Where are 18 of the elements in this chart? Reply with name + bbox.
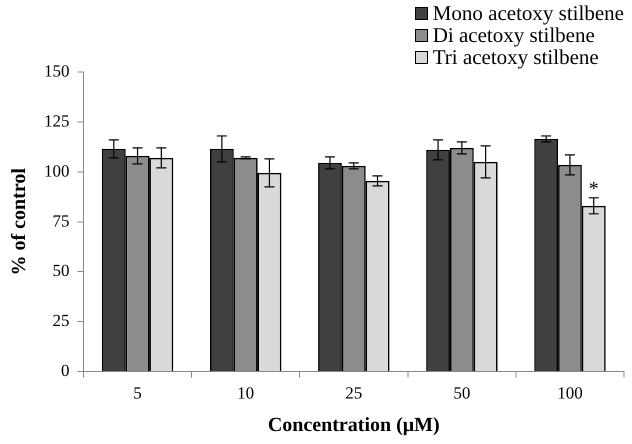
y-tick-label: 125 <box>44 111 70 130</box>
x-tick-label: 10 <box>237 383 254 402</box>
legend-label: Tri acetoxy stilbene <box>432 45 599 69</box>
y-tick-label: 100 <box>44 161 70 180</box>
x-tick-label: 5 <box>133 383 142 402</box>
x-tick-label: 100 <box>557 383 583 402</box>
y-axis-title: % of control <box>8 168 30 276</box>
x-tick-label: 25 <box>345 383 362 402</box>
x-tick-label: 50 <box>453 383 470 402</box>
y-tick-label: 50 <box>52 261 70 280</box>
y-tick-label: 75 <box>52 211 70 230</box>
legend-label: Mono acetoxy stilbene <box>432 1 624 25</box>
x-axis-title: Concentration (μM) <box>268 414 440 436</box>
y-tick-label: 25 <box>52 311 70 330</box>
annotation: * <box>588 178 599 200</box>
legend-label: Di acetoxy stilbene <box>432 23 595 47</box>
y-tick-label: 150 <box>44 61 70 80</box>
y-tick-label: 0 <box>61 361 70 380</box>
